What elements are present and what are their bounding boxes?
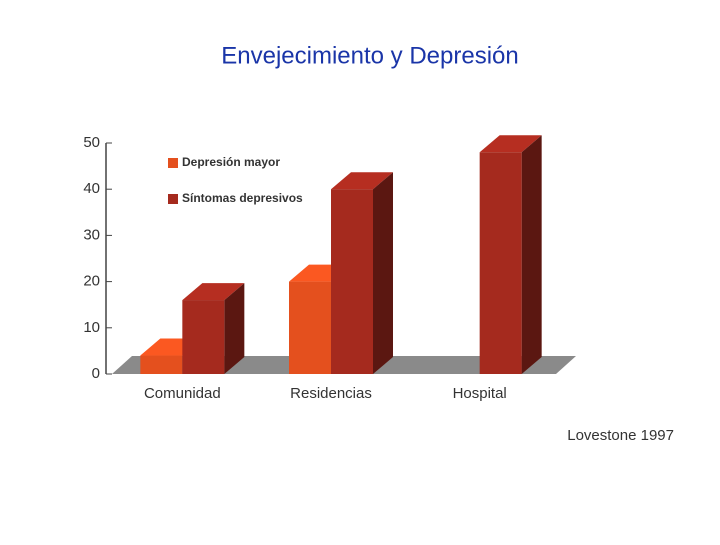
bar-top xyxy=(479,135,542,153)
legend-swatch xyxy=(168,194,178,204)
x-tick-label: Comunidad xyxy=(144,385,221,402)
bar-top xyxy=(331,172,393,190)
bar xyxy=(289,281,331,374)
bar-side xyxy=(521,135,542,374)
bar xyxy=(479,152,522,374)
bar-side xyxy=(373,172,393,374)
y-tick-label: 0 xyxy=(92,365,100,382)
x-tick-label: Residencias xyxy=(290,385,372,402)
y-tick-label: 30 xyxy=(83,226,100,243)
y-tick-label: 50 xyxy=(83,134,100,151)
y-tick-label: 20 xyxy=(83,273,100,290)
legend-label: Depresión mayor xyxy=(182,155,280,169)
x-tick-label: Hospital xyxy=(453,385,507,402)
chart-title: Envejecimiento y Depresión xyxy=(221,42,518,69)
bar xyxy=(331,189,373,374)
bar xyxy=(182,300,225,374)
source-note: Lovestone 1997 xyxy=(567,427,674,444)
legend-label: Síntomas depresivos xyxy=(182,191,303,205)
y-tick-label: 10 xyxy=(83,319,100,336)
bar-top xyxy=(182,283,245,301)
bar xyxy=(140,355,183,374)
y-tick-label: 40 xyxy=(83,180,100,197)
bar-side xyxy=(224,283,245,374)
legend-swatch xyxy=(168,158,178,168)
